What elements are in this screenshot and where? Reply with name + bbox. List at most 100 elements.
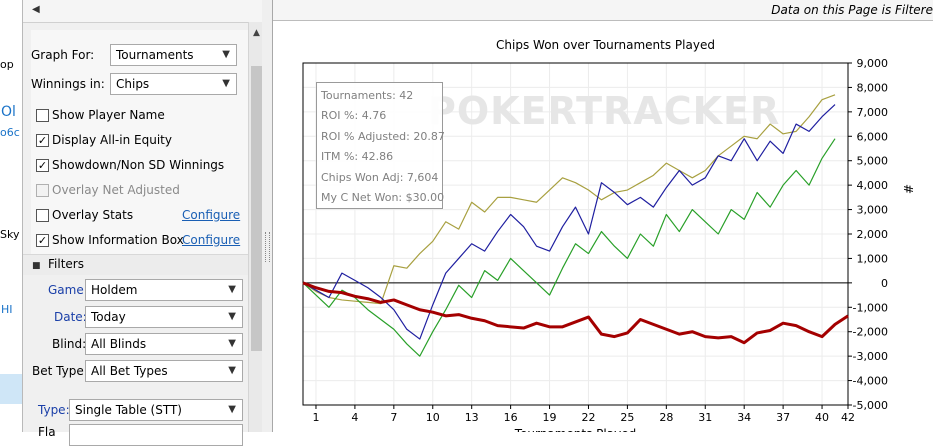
background-selection	[0, 374, 22, 404]
y-tick-label: 3,000	[857, 204, 889, 217]
y-tick-label: 8,000	[857, 81, 889, 94]
showdown-winnings-checkbox[interactable]: ✓	[36, 159, 49, 172]
show-player-name-label: Show Player Name	[52, 108, 165, 122]
x-tick-label: 7	[390, 411, 397, 424]
x-tick-label: 42	[841, 411, 855, 424]
filter-notice-bar: Data on this Page is Filtere	[273, 0, 933, 21]
y-tick-label: 7,000	[857, 106, 889, 119]
overlay-stats-configure-link[interactable]: Configure	[182, 208, 241, 222]
filters-section-header[interactable]: ■ Filters	[23, 254, 265, 275]
information-box-configure-link[interactable]: Configure	[182, 233, 241, 247]
x-tick-label: 34	[737, 411, 751, 424]
display-all-in-equity-label: Display All-in Equity	[52, 133, 172, 147]
chevron-down-icon: ▼	[228, 404, 236, 415]
show-information-box-label: Show Information Box	[52, 233, 184, 247]
graph-area: Data on this Page is Filtere POKERTRACKE…	[272, 0, 933, 432]
show-information-box-checkbox[interactable]: ✓	[36, 234, 49, 247]
overlay-net-adjusted-checkbox	[36, 184, 49, 197]
graph-options	[31, 30, 265, 256]
blind-filter-value: All Blinds	[91, 337, 147, 351]
date-filter-select[interactable]: Today ▼	[85, 306, 243, 328]
chevron-down-icon: ▼	[228, 365, 236, 376]
y-tick-label: 6,000	[857, 130, 889, 143]
y-tick-label: 0	[881, 277, 888, 290]
type-filter-label: Type:	[38, 403, 70, 417]
chevron-down-icon: ▼	[228, 338, 236, 349]
x-tick-label: 25	[620, 411, 634, 424]
chevron-down-icon: ▼	[228, 311, 236, 322]
panel-scrollbar[interactable]: ▲	[248, 22, 266, 432]
type-filter-select[interactable]: Single Table (STT) ▼	[69, 399, 243, 421]
blind-filter-label: Blind:	[52, 337, 87, 351]
collapse-square-icon: ■	[32, 261, 41, 271]
chevron-down-icon: ▼	[228, 284, 236, 295]
splitter-grip-icon	[265, 232, 270, 262]
scroll-up-icon[interactable]: ▲	[253, 28, 260, 38]
showdown-winnings-label: Showdown/Non SD Winnings	[52, 158, 225, 172]
game-filter-select[interactable]: Holdem ▼	[85, 279, 243, 301]
info-roi: ROI %: 4.76	[321, 109, 387, 123]
y-tick-label: -5,000	[853, 399, 888, 412]
date-filter-value: Today	[91, 310, 126, 324]
info-roi-adjusted: ROI % Adjusted: 20.87	[321, 129, 445, 143]
y-tick-label: 4,000	[857, 179, 889, 192]
series-line-1	[302, 94, 836, 305]
blind-filter-select[interactable]: All Blinds ▼	[85, 333, 243, 355]
chevron-down-icon: ▼	[222, 78, 230, 89]
y-tick-label: 9,000	[857, 57, 889, 70]
x-tick-label: 19	[543, 411, 557, 424]
graph-settings-panel: ◀ Graph For: Tournaments ▼ Winnings in: …	[22, 0, 273, 446]
x-tick-label: 40	[815, 411, 829, 424]
filter-notice-text: Data on this Page is Filtere	[771, 3, 933, 17]
graph-for-value: Tournaments	[116, 48, 194, 62]
show-player-name-checkbox[interactable]	[36, 109, 49, 122]
flags-filter-select[interactable]	[69, 424, 243, 446]
date-filter-label: Date:	[54, 310, 87, 324]
series-line-3	[302, 138, 836, 357]
background-fragment: o6c	[0, 126, 20, 139]
display-all-in-equity-checkbox[interactable]: ✓	[36, 134, 49, 147]
game-filter-label: Game:	[48, 283, 88, 297]
graph-for-select[interactable]: Tournaments ▼	[110, 44, 237, 66]
info-tournaments: Tournaments: 42	[321, 89, 414, 102]
overlay-stats-label: Overlay Stats	[52, 208, 134, 222]
y-tick-label: 5,000	[857, 155, 889, 168]
background-fragment: HI	[1, 303, 13, 316]
x-tick-label: 22	[581, 411, 595, 424]
chips-won-chart: POKERTRACKER 9,000 8,000 7,000 6,000 5,000 4,0…	[302, 38, 915, 432]
y-tick-label: -4,000	[853, 375, 888, 388]
filters-title: Filters	[48, 257, 84, 271]
x-tick-label: 1	[312, 411, 319, 424]
series-line-4	[302, 281, 849, 345]
left-triangle-icon[interactable]: ◀	[32, 4, 40, 15]
winnings-in-label: Winnings in:	[31, 77, 105, 91]
chevron-down-icon: ▼	[222, 49, 230, 60]
y-tick-label: -3,000	[853, 350, 888, 363]
info-chips-won-adj: Chips Won Adj: 7,604	[321, 170, 439, 184]
y-tick-label: 2,000	[857, 228, 889, 241]
winnings-in-select[interactable]: Chips ▼	[110, 73, 237, 95]
panel-header: ◀	[23, 0, 273, 23]
x-tick-label: 13	[465, 411, 479, 424]
watermark-logo: POKERTRACKER	[428, 89, 780, 133]
overlay-stats-checkbox[interactable]	[36, 209, 49, 222]
x-tick-label: 10	[426, 411, 440, 424]
bet-type-filter-value: All Bet Types	[91, 364, 168, 378]
bet-type-filter-select[interactable]: All Bet Types ▼	[85, 360, 243, 382]
scrollbar-thumb[interactable]	[251, 66, 263, 351]
x-tick-label: 37	[776, 411, 790, 424]
info-net-won: My C Net Won: $30.00	[321, 191, 445, 205]
background-fragment: Sky	[0, 228, 20, 241]
bet-type-filter-label: Bet Type:	[32, 364, 88, 378]
winnings-in-value: Chips	[116, 77, 150, 91]
game-filter-value: Holdem	[91, 283, 138, 297]
overlay-net-adjusted-label: Overlay Net Adjusted	[52, 183, 180, 197]
type-filter-value: Single Table (STT)	[75, 403, 182, 417]
y-tick-label: -1,000	[853, 301, 888, 314]
information-box: Tournaments: 42 ROI %: 4.76 ROI % Adjust…	[316, 82, 445, 209]
y-tick-label: 1,000	[857, 252, 889, 265]
panel-splitter[interactable]	[262, 0, 272, 432]
flags-filter-label: Fla	[38, 425, 56, 439]
info-itm: ITM %: 42.86	[321, 150, 394, 164]
graph-for-label: Graph For:	[31, 48, 95, 62]
